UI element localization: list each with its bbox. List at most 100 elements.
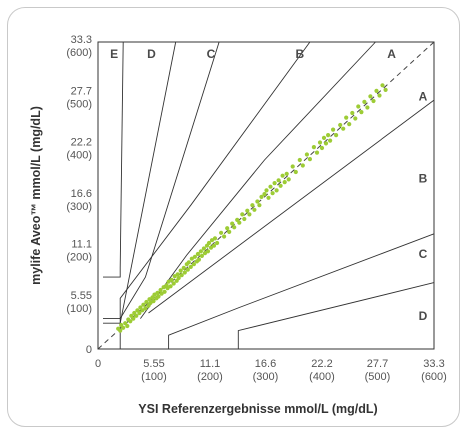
data-point-0-55 [196, 257, 201, 262]
data-point-0-97 [286, 177, 291, 182]
zone-label-a-5: A [419, 89, 428, 103]
data-point-0-38 [172, 274, 177, 279]
data-point-0-100 [297, 157, 302, 163]
zone-label-d-8: D [419, 309, 428, 323]
data-point-0-106 [317, 140, 323, 145]
data-point-0-104 [311, 145, 316, 150]
data-point-0-3 [121, 325, 126, 330]
x-tick-sublabel-3: (300) [253, 371, 279, 383]
data-point-0-82 [255, 199, 260, 204]
y-tick-label-6: 33.3 [71, 34, 92, 46]
data-point-0-102 [304, 152, 309, 157]
data-point-0-93 [278, 183, 283, 188]
data-point-0-76 [240, 212, 245, 217]
data-point-0-7 [128, 319, 133, 324]
data-point-0-80 [250, 203, 255, 208]
y-tick-label-2: 11.1 [71, 239, 92, 251]
data-point-0-124 [368, 94, 373, 99]
data-point-0-99 [293, 169, 298, 175]
data-point-0-35 [168, 284, 173, 289]
data-point-0-44 [181, 265, 186, 270]
data-point-0-78 [245, 208, 250, 213]
zone-boundary-line-6 [168, 233, 435, 349]
data-point-0-40 [175, 272, 180, 277]
data-point-0-54 [195, 251, 200, 257]
chart-card [7, 7, 460, 427]
data-point-0-90 [272, 181, 277, 186]
data-point-0-72 [230, 221, 235, 226]
data-point-0-123 [365, 105, 370, 110]
zone-label-c-2: C [207, 47, 216, 61]
data-point-0-95 [282, 180, 287, 185]
y-tick-label-5: 27.7 [71, 86, 92, 98]
data-point-0-48 [186, 260, 191, 265]
data-point-0-31 [162, 289, 167, 294]
data-point-0-111 [328, 138, 333, 143]
data-point-0-63 [208, 245, 214, 250]
data-point-0-128 [380, 83, 385, 88]
data-point-0-122 [362, 99, 367, 104]
data-point-0-49 [188, 264, 193, 269]
data-point-0-61 [205, 249, 211, 254]
data-point-0-42 [178, 268, 183, 273]
data-point-0-117 [347, 122, 352, 127]
data-point-0-105 [314, 150, 320, 155]
zone-boundary-line-0 [103, 41, 124, 278]
x-axis-title: YSI Referenzergebnisse mmol/L (mg/dL) [138, 402, 377, 416]
zone-label-e-0: E [110, 47, 118, 61]
data-point-0-75 [237, 220, 242, 225]
data-point-0-65 [211, 243, 217, 248]
data-point-0-89 [270, 191, 275, 196]
x-tick-sublabel-2: (200) [197, 371, 223, 383]
zone-boundary-line-2 [103, 41, 220, 320]
data-point-0-77 [242, 216, 247, 222]
y-tick-sublabel-1: (100) [66, 303, 92, 315]
data-point-0-84 [259, 194, 264, 199]
x-tick-label-4: 22.2 [311, 358, 332, 370]
zone-boundary-line-1 [103, 41, 177, 324]
data-point-0-83 [257, 203, 262, 208]
data-point-0-11 [134, 313, 139, 318]
data-point-0-51 [191, 262, 196, 267]
zone-boundary-line-7 [237, 282, 435, 349]
data-point-0-37 [171, 281, 176, 286]
data-point-0-66 [212, 236, 218, 241]
data-point-0-28 [158, 287, 163, 293]
zone-label-d-1: D [147, 47, 156, 61]
data-point-0-52 [192, 254, 197, 259]
zone-label-c-7: C [419, 247, 428, 261]
x-tick-label-0: 0 [95, 358, 101, 370]
y-tick-label-3: 16.6 [71, 188, 92, 200]
data-point-0-5 [125, 323, 130, 329]
data-point-0-129 [383, 87, 388, 92]
zone-label-b-3: B [295, 47, 304, 61]
data-point-0-34 [166, 279, 171, 284]
data-point-0-88 [268, 184, 273, 189]
data-point-0-120 [356, 104, 361, 109]
data-point-0-96 [284, 171, 289, 176]
data-point-0-126 [374, 88, 379, 93]
data-point-0-50 [189, 256, 194, 261]
y-tick-sublabel-3: (300) [66, 201, 92, 213]
data-point-0-114 [338, 122, 343, 128]
data-point-0-109 [323, 141, 329, 146]
data-point-0-18 [144, 299, 149, 305]
zone-label-b-6: B [419, 171, 428, 185]
data-point-0-98 [290, 164, 295, 169]
data-point-0-9 [131, 316, 136, 321]
y-axis-title: mylife Aveo™ mmol/L (mg/dL) [29, 106, 43, 285]
data-point-0-127 [377, 93, 382, 98]
data-point-0-116 [344, 115, 349, 120]
data-point-0-87 [266, 195, 271, 200]
data-point-0-79 [247, 212, 252, 217]
data-point-0-23 [151, 299, 156, 304]
data-point-0-68 [219, 230, 224, 235]
data-point-0-110 [326, 133, 331, 138]
data-point-0-16 [141, 302, 146, 307]
data-point-0-103 [307, 157, 312, 162]
data-point-0-57 [199, 253, 204, 258]
data-point-0-1 [118, 328, 123, 333]
data-point-0-43 [179, 273, 184, 278]
data-point-0-92 [276, 178, 281, 183]
data-point-0-119 [353, 116, 358, 121]
